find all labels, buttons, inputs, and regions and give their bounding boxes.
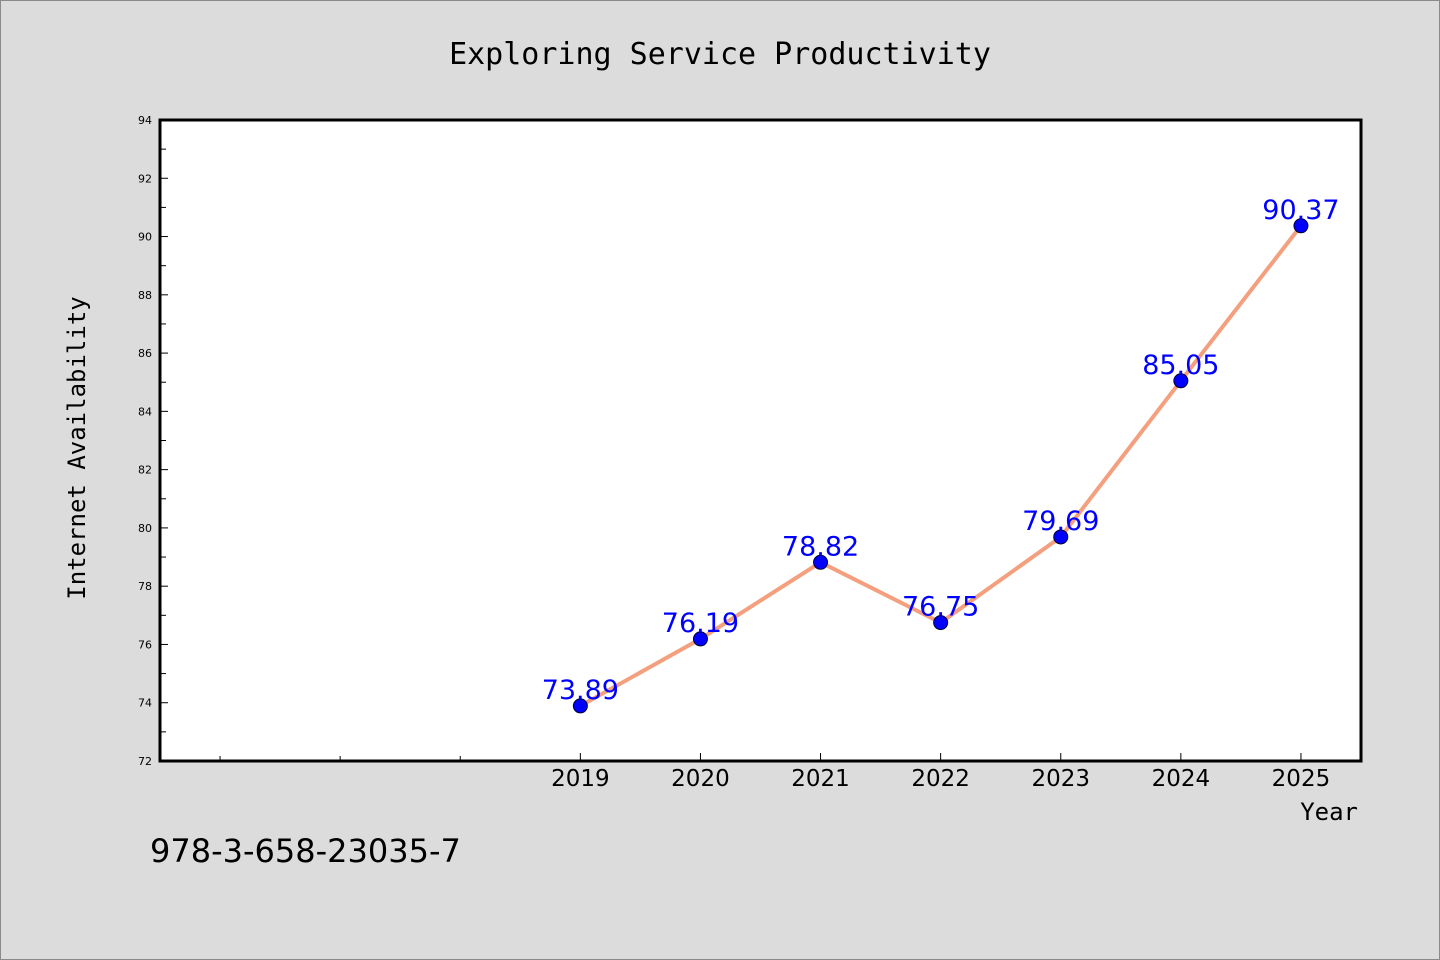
y-axis: 72 74 76 78 80 82 84 86 88 90 92 94 (138, 114, 168, 768)
data-label: 79.69 (1022, 506, 1099, 537)
chart-title: Exploring Service Productivity (449, 37, 991, 72)
x-tick-label: 2022 (911, 766, 970, 792)
data-point (813, 554, 829, 570)
y-tick-label: 76 (138, 638, 152, 651)
y-tick-label: 90 (138, 231, 152, 244)
plot-area (158, 118, 1363, 763)
data-label: 76.19 (662, 608, 739, 639)
x-tick-label: 2025 (1272, 766, 1331, 792)
data-point (572, 698, 588, 714)
isbn-annotation: 978-3-658-23035-7 (150, 832, 461, 870)
y-tick-label: 88 (138, 289, 152, 302)
x-tick-label: 2019 (551, 766, 610, 792)
x-axis-label: Year (1300, 798, 1358, 826)
series-layer: 73.89 76.19 78.82 76.75 79.69 85.05 90.37 (542, 195, 1340, 714)
y-tick-label: 92 (138, 172, 152, 185)
data-point (933, 615, 949, 631)
y-tick-label: 74 (138, 697, 152, 710)
data-point (1173, 373, 1189, 389)
x-tick-label: 2021 (791, 766, 850, 792)
y-tick-label: 80 (138, 522, 152, 535)
y-tick-label: 86 (138, 347, 152, 360)
data-label: 90.37 (1262, 195, 1339, 226)
data-label: 85.05 (1142, 350, 1219, 381)
y-tick-label: 94 (138, 114, 152, 127)
y-axis-label: Internet Availability (63, 296, 91, 599)
x-axis: 2019 2020 2021 2022 2023 2024 2025 (219, 753, 1331, 792)
y-tick-label: 78 (138, 580, 152, 593)
data-label: 73.89 (542, 675, 619, 706)
y-tick-label: 82 (138, 464, 152, 477)
data-label: 76.75 (902, 592, 979, 623)
y-tick-label: 84 (138, 405, 152, 418)
x-tick-label: 2023 (1031, 766, 1090, 792)
data-point (1293, 218, 1309, 234)
x-tick-label: 2020 (671, 766, 730, 792)
x-tick-label: 2024 (1152, 766, 1211, 792)
data-label: 78.82 (782, 531, 859, 562)
y-tick-label: 72 (138, 755, 152, 768)
data-point (692, 631, 708, 647)
data-point (1053, 529, 1069, 545)
